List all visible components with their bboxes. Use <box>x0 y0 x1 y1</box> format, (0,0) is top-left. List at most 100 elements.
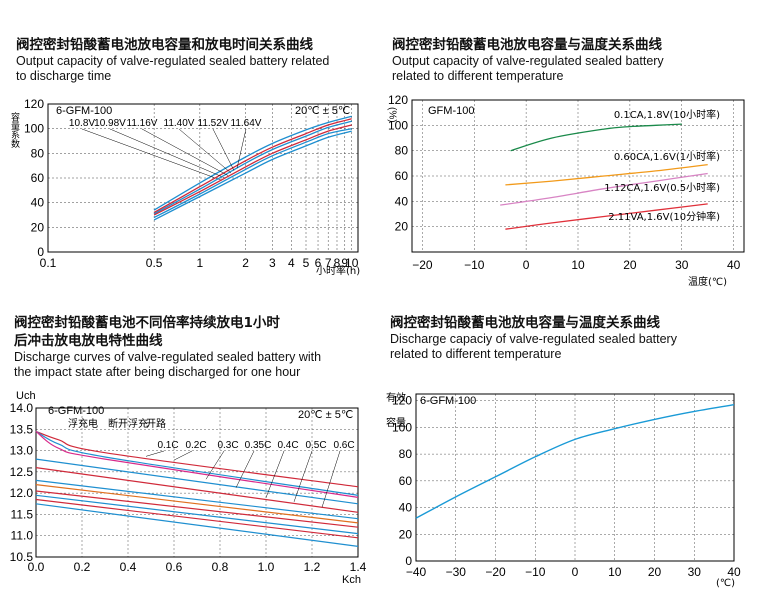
x-tick-label: 4 <box>288 256 295 270</box>
series-line <box>35 458 359 505</box>
model-label: GFM-100 <box>428 105 474 117</box>
y-tick-label: 60 <box>399 474 413 488</box>
model-label: 6-GFM-100 <box>48 405 104 417</box>
state-label: 浮充电 <box>68 417 98 430</box>
y-tick-label: 80 <box>399 447 413 461</box>
temperature-capacity-chart: −20 −10 0 10 20 30 40 20 40 60 80 100 120(%) 温度(℃) GFM… <box>387 93 745 288</box>
x-tick-label: 30 <box>688 565 702 579</box>
series-line <box>35 430 359 488</box>
y-tick-label: 100 <box>392 420 412 434</box>
x-tick-label: −40 <box>406 565 427 579</box>
series-label-leader <box>265 450 285 498</box>
x-tick-label: 20 <box>648 565 662 579</box>
model-label: 6-GFM-100 <box>420 395 476 407</box>
y-tick-label: 13.5 <box>10 422 34 436</box>
series-label: 0.1C <box>157 440 178 451</box>
chart-title-cn: 阀控密封铅酸蓄电池放电容量与温度关系曲线 <box>392 37 662 53</box>
series-label-leader <box>141 128 229 176</box>
y-tick-label: 120 <box>392 394 412 408</box>
discharge-temperature-chart-panel: 阀控密封铅酸蓄电池放电容量与温度关系曲线 Discharge capaciy o… <box>390 314 677 362</box>
chart-title-en-line2: related to different temperature <box>392 69 564 83</box>
temperature-label: 20℃ ± 5℃ <box>295 105 350 117</box>
series-label-leader <box>236 128 247 169</box>
series-line <box>35 430 359 498</box>
series-label: 0.2C <box>185 440 206 451</box>
y-tick-label: 60 <box>395 169 409 183</box>
series-label: 11.52V <box>198 118 229 129</box>
x-tick-label: 9 <box>341 256 348 270</box>
chart-title-cn: 阀控密封铅酸蓄电池放电容量和放电时间关系曲线 <box>16 37 313 53</box>
series-label: 11.64V <box>231 118 262 129</box>
x-tick-label: −10 <box>464 258 485 272</box>
series-label-leader <box>293 450 313 502</box>
impact-discharge-chart: 0.0 0.2 0.4 0.6 0.8 1.0 1.2 1.4 10.5 11.0 11.5 12.0… <box>10 390 367 586</box>
plot-frame <box>415 393 735 562</box>
series-label: 11.40V <box>164 118 195 129</box>
x-axis-label: (℃) <box>716 578 735 589</box>
x-tick-label: 1.2 <box>304 560 321 574</box>
x-tick-label: 8 <box>334 256 341 270</box>
x-tick-label: 0.1 <box>40 256 57 270</box>
series-label: 0.6C <box>333 440 354 451</box>
y-tick-label: 60 <box>31 171 45 185</box>
discharge-time-chart-panel: 阀控密封铅酸蓄电池放电容量和放电时间关系曲线 Output capacity o… <box>16 36 329 84</box>
series-label: 0.60CA,1.6V(1小时率) <box>614 150 720 163</box>
y-tick-label: 100 <box>24 122 44 136</box>
series-label: 11.16V <box>127 118 158 129</box>
series-label-leader <box>212 128 235 171</box>
chart-title-cn-line2: 后冲击放电放电特性曲线 <box>14 333 163 349</box>
y-axis-label: Uch <box>16 390 36 402</box>
chart-title-en-line2: related to different temperature <box>390 347 562 361</box>
x-tick-label: 5 <box>303 256 310 270</box>
series-line <box>500 172 708 206</box>
y-tick-label: 120 <box>388 93 408 107</box>
x-tick-label: −30 <box>446 565 467 579</box>
x-axis-label: 温度(℃) <box>688 275 727 288</box>
series-line <box>153 115 352 211</box>
plot-frame <box>35 407 359 558</box>
x-tick-label: −10 <box>525 565 546 579</box>
discharge-temperature-chart: −40 −30 −20 −10 0 10 20 30 40 0 20 40 60 80 100 120有效容量… <box>386 391 741 589</box>
x-axis-label: 小时率(h) <box>316 264 360 277</box>
x-tick-label: 40 <box>727 258 741 272</box>
y-axis-label-line1: 有效 <box>386 391 406 404</box>
series-label-leader <box>178 128 232 174</box>
y-tick-label: 0 <box>405 554 412 568</box>
series-label: 0.3C <box>217 440 238 451</box>
series-label: 0.4C <box>277 440 298 451</box>
series-label-leader <box>81 128 223 181</box>
impact-discharge-chart-panel: 阀控密封铅酸蓄电池不同倍率持续放电1小时 后冲击放电放电特性曲线 Dischar… <box>14 314 321 380</box>
x-tick-label: 1.4 <box>350 560 367 574</box>
series-line <box>35 503 359 547</box>
x-tick-label: 20 <box>623 258 637 272</box>
y-tick-label: 11.5 <box>11 507 34 521</box>
x-tick-label: 0.8 <box>212 560 229 574</box>
y-axis-label: 容量系数 <box>9 111 20 149</box>
plot-frame <box>47 103 359 253</box>
y-axis-label-line2: 容量 <box>386 416 406 429</box>
series-line <box>153 128 352 219</box>
series-line <box>35 467 359 513</box>
x-tick-label: 0.2 <box>74 560 91 574</box>
series-line <box>35 430 359 496</box>
series-line <box>35 490 359 528</box>
series-line <box>35 494 359 535</box>
series-label-leader <box>205 450 225 480</box>
x-tick-label: 0 <box>523 258 530 272</box>
y-tick-label: 20 <box>31 220 45 234</box>
x-tick-label: 10 <box>571 258 585 272</box>
state-label: 开路 <box>146 417 166 430</box>
x-tick-label: 2 <box>242 256 249 270</box>
series-label-leader <box>235 450 255 488</box>
y-tick-label: 0 <box>37 245 44 259</box>
y-tick-label: 10.5 <box>10 550 34 564</box>
x-tick-label: 1 <box>197 256 204 270</box>
y-tick-label: 40 <box>31 196 45 210</box>
chart-title-en-line1: Output capacity of valve-regulated seale… <box>392 54 664 68</box>
x-tick-label: 40 <box>727 565 741 579</box>
y-tick-label: 14.0 <box>10 401 34 415</box>
series-line <box>153 124 352 216</box>
x-tick-label: 30 <box>675 258 689 272</box>
series-line <box>153 120 352 215</box>
series-label-leader <box>109 128 226 179</box>
